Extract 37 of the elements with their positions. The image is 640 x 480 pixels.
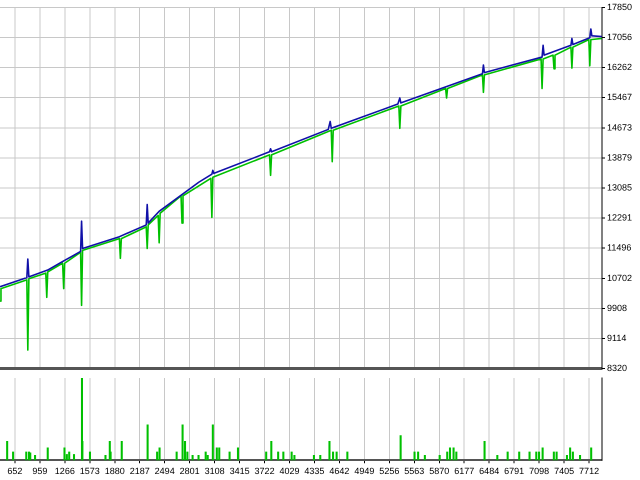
y-tick-label: 9114 — [607, 332, 626, 343]
y-tick-label: 12291 — [607, 212, 632, 223]
x-tick-label: 6484 — [479, 466, 500, 476]
y-tick-label: 17850 — [607, 2, 632, 12]
x-tick-label: 5563 — [404, 466, 424, 476]
x-tick-label: 6177 — [454, 466, 474, 476]
y-tick-label: 14673 — [607, 122, 632, 132]
x-tick-label: 1266 — [54, 466, 75, 476]
x-tick-label: 4642 — [329, 466, 350, 476]
x-tick-label: 6791 — [504, 466, 524, 476]
y-tick-label: 11496 — [607, 242, 632, 253]
x-tick-label: 4949 — [354, 466, 374, 476]
x-tick-label: 3722 — [254, 466, 275, 476]
x-tick-label: 4029 — [280, 466, 300, 476]
x-tick-label: 652 — [7, 466, 22, 476]
x-tick-label: 5870 — [429, 466, 450, 476]
x-tick-label: 2494 — [154, 466, 175, 476]
x-tick-label: 3415 — [230, 466, 250, 476]
x-tick-label: 5256 — [379, 466, 400, 476]
y-tick-label: 8320 — [607, 363, 628, 374]
x-tick-label: 1880 — [104, 466, 125, 476]
x-tick-label: 4335 — [304, 466, 324, 476]
x-tick-label: 7098 — [529, 466, 550, 476]
x-tick-label: 1573 — [80, 466, 100, 476]
x-tick-label: 7712 — [579, 466, 600, 476]
y-tick-label: 13879 — [607, 152, 632, 162]
y-tick-label: 13085 — [607, 182, 632, 192]
x-tick-label: 2801 — [180, 466, 200, 476]
x-tick-label: 3108 — [204, 466, 225, 476]
y-tick-label: 16262 — [607, 62, 632, 72]
x-tick-label: 959 — [32, 466, 48, 476]
y-tick-label: 17056 — [607, 32, 632, 42]
y-tick-label: 15467 — [607, 92, 632, 102]
y-tick-label: 10702 — [607, 272, 632, 283]
x-tick-label: 2187 — [130, 466, 150, 476]
x-tick-label: 7405 — [554, 466, 574, 476]
y-tick-label: 9908 — [607, 302, 628, 313]
